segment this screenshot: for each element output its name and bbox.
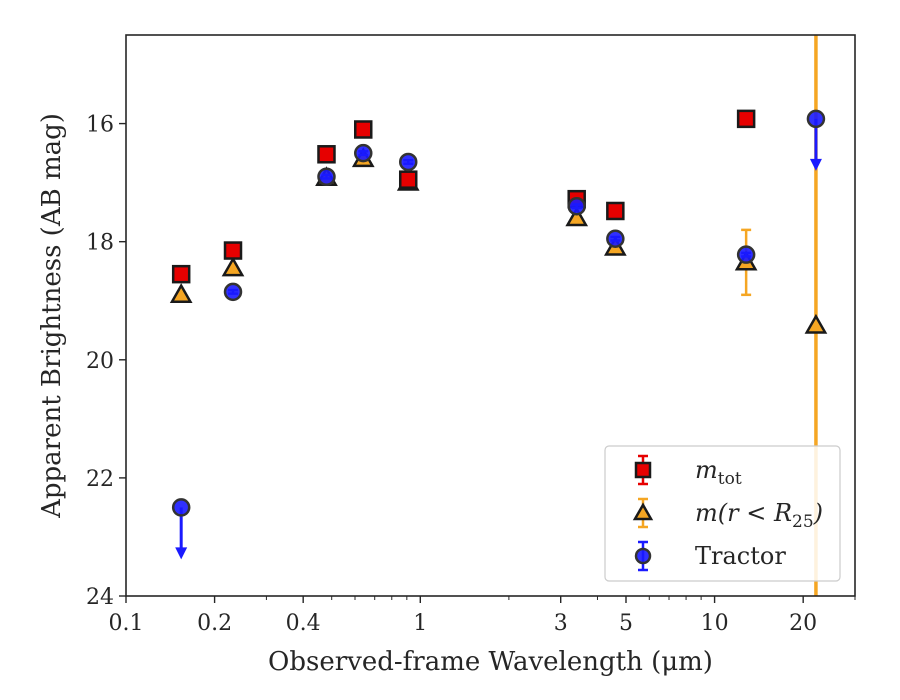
- data-point-circle: [354, 143, 373, 163]
- legend-entry: Tractor: [634, 540, 786, 572]
- legend-marker-square: [634, 461, 652, 479]
- data-point-triangle: [169, 283, 193, 303]
- data-point-square: [606, 201, 625, 221]
- data-point-square: [171, 264, 191, 284]
- legend-box: [604, 445, 841, 582]
- y-tick-label: 16: [86, 113, 114, 138]
- data-point-circle: [806, 109, 826, 129]
- y-tick-label: 22: [86, 467, 114, 492]
- x-tick-label: 5: [619, 611, 633, 636]
- y-axis-title: Apparent Brightness (AB mag): [37, 113, 67, 519]
- legend-label: Tractor: [695, 542, 786, 570]
- x-tick-label: 0.4: [286, 611, 321, 636]
- data-point-circle: [171, 498, 191, 517]
- legend-entry: mtot: [634, 454, 742, 489]
- plot-frame: [125, 34, 856, 597]
- data-point-square: [223, 241, 243, 260]
- y-tick-label: 18: [86, 231, 114, 256]
- legend-label: mtot: [695, 456, 742, 489]
- data-point-square: [317, 145, 336, 164]
- data-point-square: [398, 170, 418, 189]
- x-tick-label: 20: [789, 611, 817, 636]
- data-point-square: [736, 109, 756, 129]
- data-point-square: [354, 120, 373, 139]
- legend-marker-circle: [634, 547, 652, 565]
- y-tick-label: 24: [86, 585, 114, 610]
- data-point-circle: [736, 245, 756, 264]
- x-tick-label: 10: [701, 611, 729, 636]
- data-point-circle: [223, 282, 243, 302]
- legend-marker-triangle: [632, 502, 654, 521]
- data-point-circle: [317, 167, 336, 186]
- data-point-triangle: [565, 206, 589, 227]
- data-point-circle: [398, 152, 418, 172]
- data-point-circle: [567, 197, 586, 216]
- x-tick-label: 1: [413, 611, 427, 636]
- axis-ticks: 0.1 0.2 0.4 1 3 5 10 20 16 18 20 22 24: [86, 113, 856, 636]
- x-tick-label: 0.2: [197, 611, 232, 636]
- data-marks: [169, 35, 828, 596]
- legend-label: m(r < R25): [695, 499, 823, 532]
- data-point-triangle: [221, 256, 245, 277]
- legend: mtot m(r < R25) Tractor: [604, 445, 841, 582]
- legend-entry: m(r < R25): [632, 497, 823, 532]
- data-point-triangle: [804, 313, 828, 334]
- x-tick-label: 0.1: [109, 611, 144, 636]
- y-tick-label: 20: [86, 349, 114, 374]
- x-axis-title: Observed-frame Wavelength (μm): [268, 647, 713, 677]
- x-tick-label: 3: [554, 611, 568, 636]
- data-point-circle: [606, 229, 625, 248]
